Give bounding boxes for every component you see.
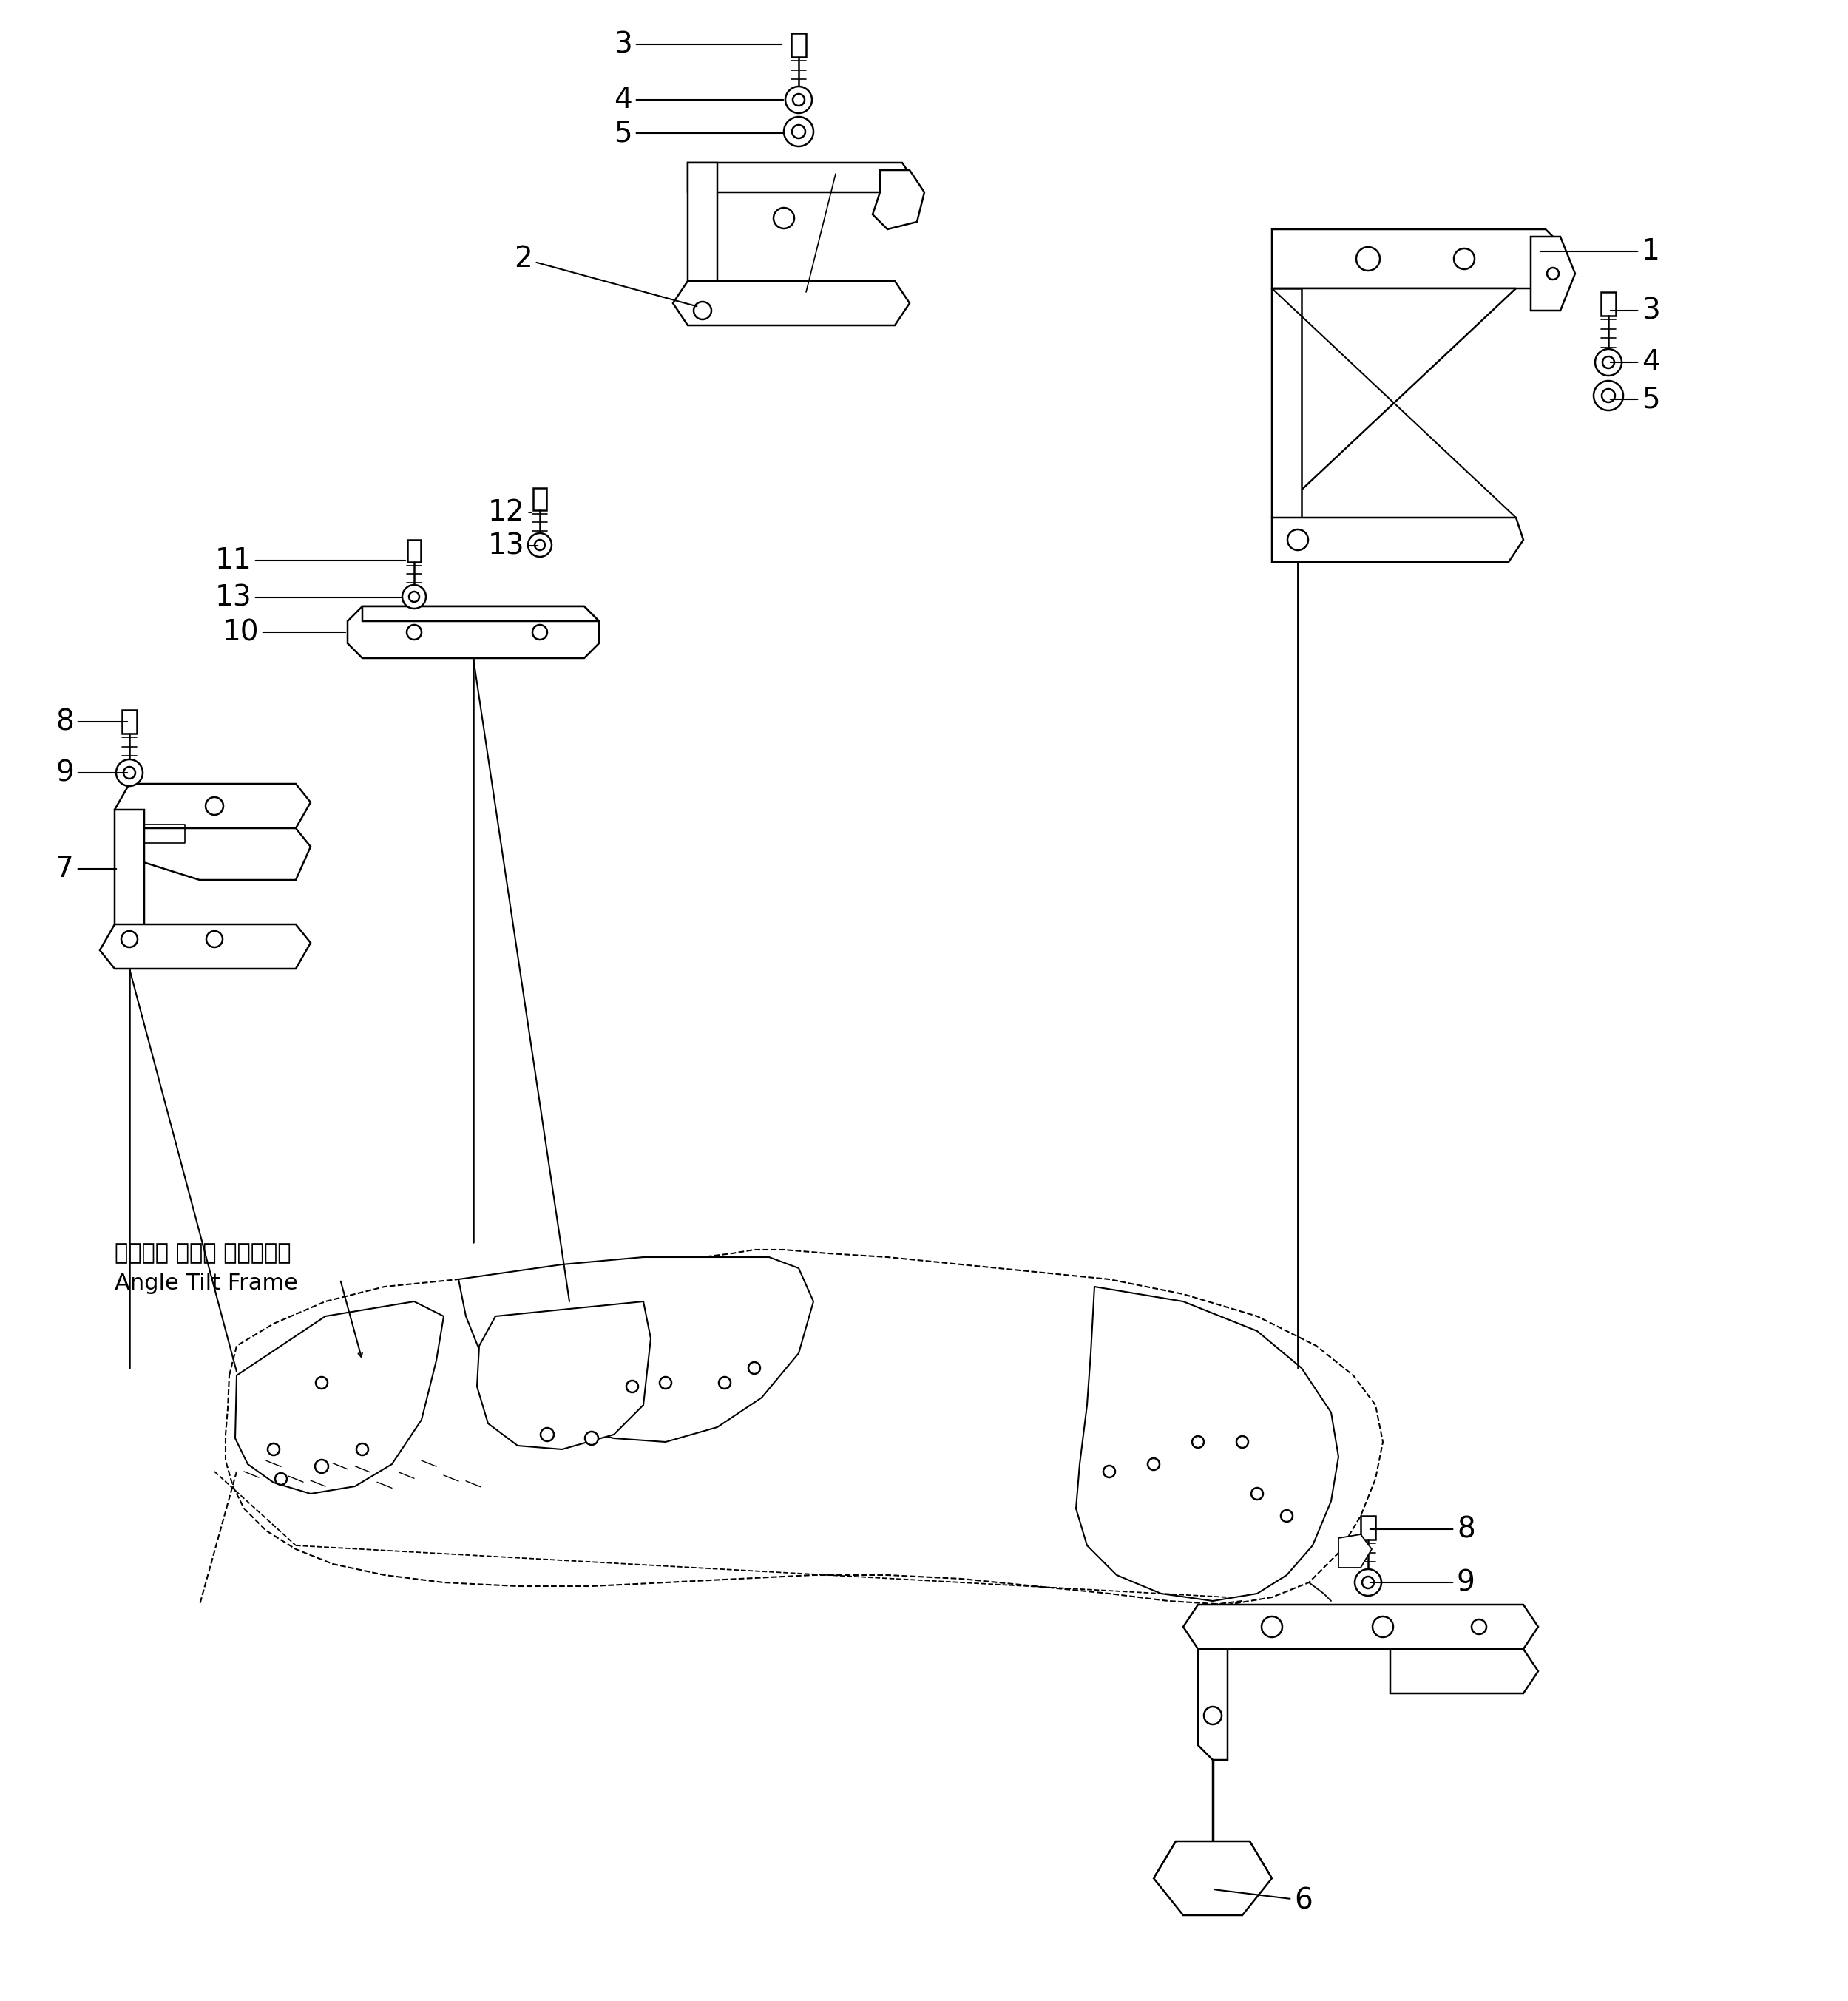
- Circle shape: [529, 532, 553, 556]
- Polygon shape: [534, 488, 547, 510]
- Circle shape: [1148, 1459, 1159, 1471]
- Circle shape: [1471, 1619, 1486, 1635]
- Circle shape: [793, 94, 804, 106]
- Polygon shape: [1271, 518, 1523, 562]
- Polygon shape: [1183, 1605, 1538, 1649]
- Circle shape: [207, 930, 222, 946]
- Polygon shape: [872, 170, 924, 230]
- Circle shape: [1251, 1489, 1262, 1499]
- Circle shape: [1236, 1437, 1247, 1449]
- Circle shape: [534, 540, 545, 550]
- Polygon shape: [1198, 1649, 1227, 1761]
- Polygon shape: [1271, 288, 1301, 562]
- Polygon shape: [687, 162, 909, 192]
- Circle shape: [314, 1459, 329, 1473]
- Circle shape: [1362, 1577, 1373, 1589]
- Circle shape: [124, 766, 135, 778]
- Text: アングル チルト フレーム．: アングル チルト フレーム．: [115, 1243, 290, 1265]
- Circle shape: [357, 1443, 368, 1455]
- Polygon shape: [407, 540, 421, 562]
- Text: 5: 5: [1610, 386, 1660, 414]
- Polygon shape: [1338, 1535, 1371, 1567]
- Circle shape: [719, 1377, 730, 1389]
- Circle shape: [660, 1377, 671, 1389]
- Circle shape: [408, 592, 419, 602]
- Circle shape: [793, 124, 806, 138]
- Circle shape: [407, 624, 421, 640]
- Circle shape: [785, 86, 811, 114]
- Circle shape: [1593, 380, 1623, 410]
- Polygon shape: [791, 34, 806, 56]
- Circle shape: [626, 1381, 638, 1393]
- Circle shape: [1355, 1569, 1380, 1595]
- Polygon shape: [115, 784, 310, 828]
- Circle shape: [1103, 1465, 1114, 1477]
- Circle shape: [748, 1363, 760, 1375]
- Text: 13: 13: [214, 584, 401, 612]
- Polygon shape: [362, 606, 599, 620]
- Polygon shape: [100, 924, 310, 968]
- Text: 12: 12: [488, 498, 530, 526]
- Polygon shape: [1600, 292, 1615, 316]
- Circle shape: [205, 796, 224, 814]
- Polygon shape: [1271, 288, 1515, 518]
- Text: 13: 13: [488, 532, 538, 560]
- Text: Angle Tilt Frame: Angle Tilt Frame: [115, 1273, 298, 1295]
- Circle shape: [116, 760, 142, 786]
- Circle shape: [541, 1429, 554, 1441]
- Text: 7: 7: [55, 854, 116, 882]
- Circle shape: [1281, 1511, 1292, 1523]
- Polygon shape: [115, 810, 144, 946]
- Polygon shape: [1271, 230, 1560, 288]
- Text: 6: 6: [1214, 1887, 1312, 1915]
- Text: 8: 8: [55, 708, 128, 736]
- Text: 4: 4: [614, 86, 784, 114]
- Polygon shape: [458, 1257, 813, 1443]
- Circle shape: [1192, 1437, 1203, 1449]
- Circle shape: [774, 208, 795, 228]
- Text: 11: 11: [214, 546, 405, 574]
- Circle shape: [1547, 268, 1560, 280]
- Polygon shape: [347, 606, 599, 658]
- Polygon shape: [1530, 236, 1574, 310]
- Polygon shape: [673, 280, 909, 326]
- Circle shape: [1262, 1617, 1283, 1637]
- Circle shape: [1288, 530, 1308, 550]
- Text: 4: 4: [1610, 348, 1660, 376]
- Circle shape: [316, 1377, 327, 1389]
- Circle shape: [693, 302, 711, 320]
- Circle shape: [1373, 1617, 1393, 1637]
- Circle shape: [586, 1431, 599, 1445]
- Text: 5: 5: [614, 118, 784, 148]
- Circle shape: [784, 116, 813, 146]
- Polygon shape: [1076, 1287, 1338, 1601]
- Text: 10: 10: [222, 618, 346, 646]
- Text: 3: 3: [614, 30, 782, 58]
- Polygon shape: [122, 710, 137, 734]
- Circle shape: [122, 930, 137, 946]
- Text: 2: 2: [514, 244, 697, 306]
- Polygon shape: [1390, 1649, 1538, 1693]
- Circle shape: [1602, 388, 1615, 402]
- Polygon shape: [477, 1301, 650, 1449]
- Circle shape: [268, 1443, 279, 1455]
- Circle shape: [1356, 246, 1380, 270]
- Text: 3: 3: [1610, 296, 1660, 324]
- Circle shape: [1454, 248, 1475, 270]
- Circle shape: [1203, 1707, 1222, 1725]
- Text: 8: 8: [1369, 1515, 1475, 1543]
- Circle shape: [532, 624, 547, 640]
- Polygon shape: [129, 828, 310, 880]
- Text: 9: 9: [1369, 1569, 1475, 1597]
- Polygon shape: [1153, 1841, 1271, 1915]
- Circle shape: [1595, 348, 1623, 376]
- Text: 1: 1: [1539, 238, 1660, 266]
- Text: 9: 9: [55, 758, 128, 786]
- Polygon shape: [687, 162, 717, 310]
- Circle shape: [403, 584, 425, 608]
- Polygon shape: [1360, 1517, 1375, 1539]
- Circle shape: [1602, 356, 1615, 368]
- Circle shape: [275, 1473, 286, 1485]
- Polygon shape: [235, 1301, 444, 1493]
